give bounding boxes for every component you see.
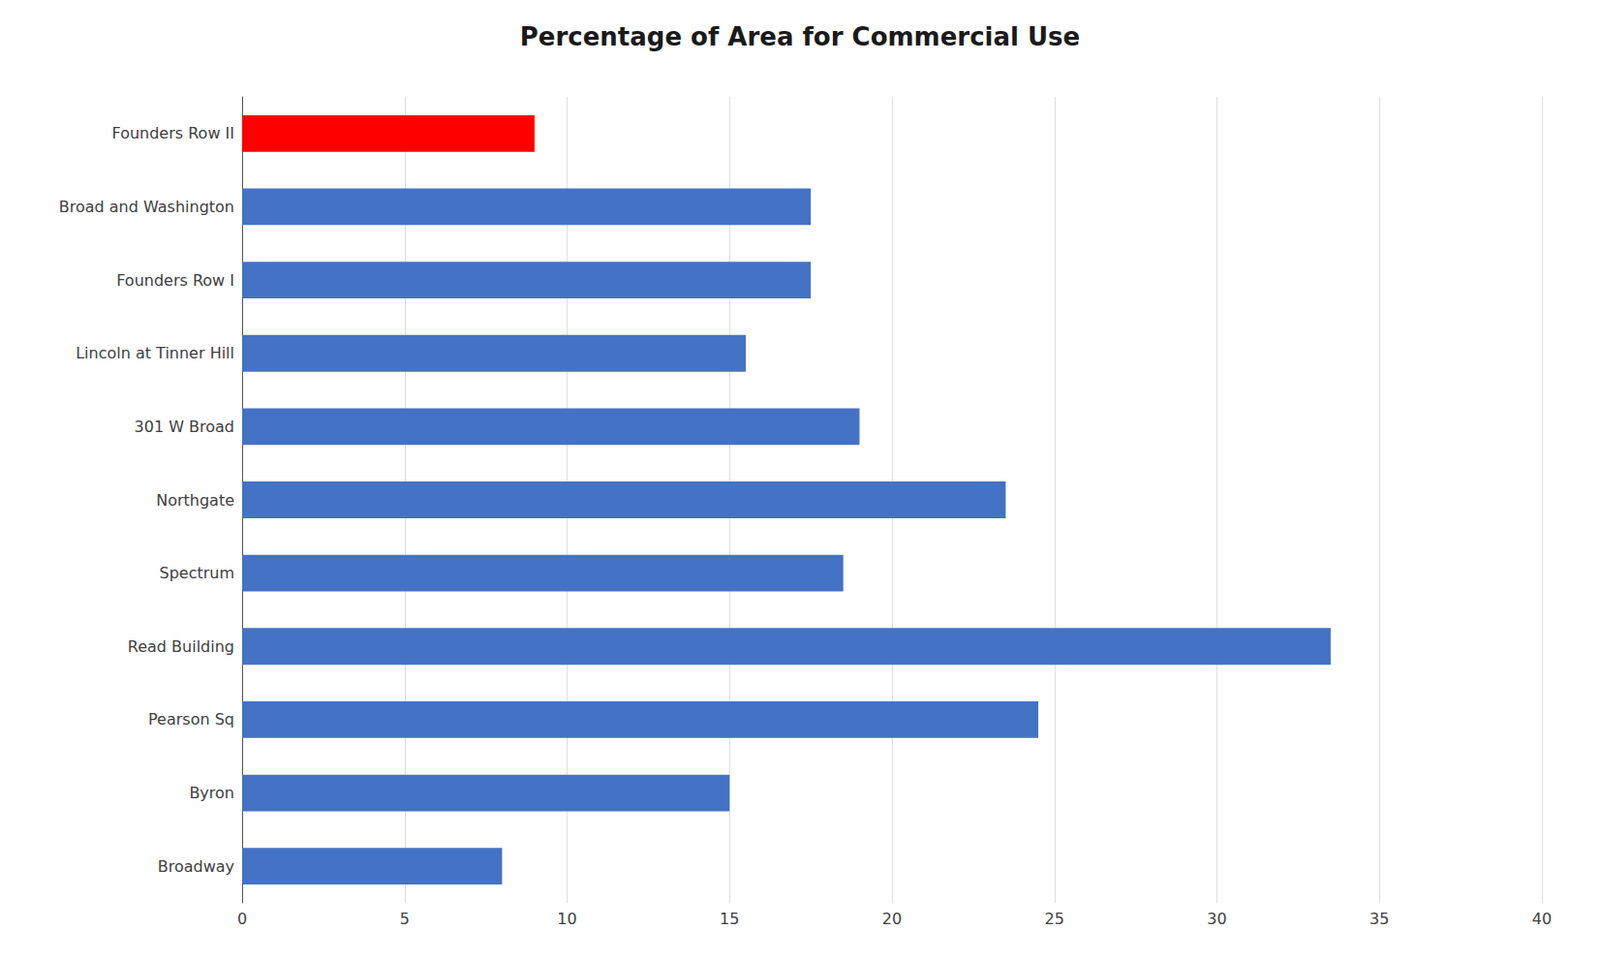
svg-text:Lincoln at Tinner Hill: Lincoln at Tinner Hill [75, 343, 235, 363]
svg-text:Percentage of Area for Commerc: Percentage of Area for Commercial Use [520, 22, 1080, 52]
svg-text:15: 15 [719, 909, 739, 928]
svg-text:Broadway: Broadway [157, 857, 235, 876]
svg-text:10: 10 [556, 909, 577, 928]
svg-text:5: 5 [400, 909, 410, 928]
svg-text:0: 0 [237, 909, 247, 928]
svg-text:35: 35 [1369, 909, 1389, 928]
svg-text:20: 20 [882, 909, 902, 928]
svg-text:30: 30 [1206, 909, 1227, 928]
svg-text:Broad and Washington: Broad and Washington [59, 197, 235, 216]
svg-text:Founders Row I: Founders Row I [116, 271, 235, 290]
svg-text:Pearson Sq: Pearson Sq [148, 709, 235, 729]
svg-text:25: 25 [1045, 909, 1065, 928]
svg-text:Spectrum: Spectrum [158, 563, 235, 583]
svg-text:301 W Broad: 301 W Broad [134, 417, 235, 436]
svg-text:Byron: Byron [188, 783, 235, 802]
svg-text:40: 40 [1532, 909, 1552, 928]
svg-text:Read Building: Read Building [127, 637, 235, 656]
svg-text:Northgate: Northgate [155, 491, 235, 510]
svg-text:Founders Row II: Founders Row II [112, 123, 236, 143]
